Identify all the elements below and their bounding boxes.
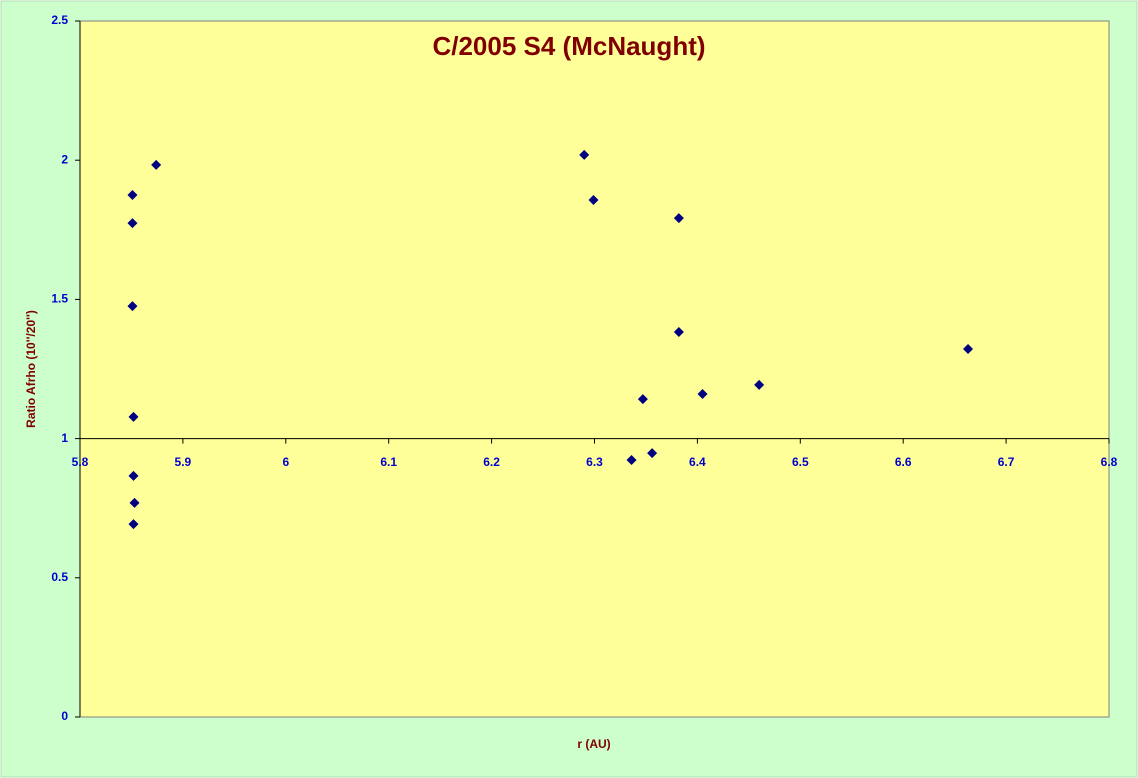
point [963,343,974,354]
x-tick-label: 5.9 [175,455,192,469]
y-tick-label: 2.5 [51,13,68,27]
x-tick-label: 5.8 [72,455,89,469]
point [754,379,765,390]
point [128,519,139,530]
point [626,455,637,466]
x-tick-label: 6 [282,455,289,469]
point [673,326,684,337]
point [579,149,590,160]
y-tick-label: 2 [61,152,68,166]
x-tick-label: 6.5 [792,455,809,469]
point [127,301,138,312]
point [647,448,658,459]
point [127,218,138,229]
y-tick-label: 1.5 [51,292,68,306]
point [151,159,162,170]
x-axis-title: r (AU) [577,737,610,751]
x-tick-label: 6.7 [998,455,1015,469]
plot-area [79,20,1110,718]
point [128,411,139,422]
x-tick-label: 6.8 [1101,455,1118,469]
chart-title: C/2005 S4 (McNaught) [432,31,705,61]
x-tick-label: 6.1 [380,455,397,469]
point [128,470,139,481]
point [697,389,708,400]
point [673,213,684,224]
y-tick-label: 1 [61,431,68,445]
point [127,190,138,200]
x-tick-label: 6.2 [483,455,500,469]
point [588,195,599,206]
y-axis-title: Ratio Afrho (10''/20'') [24,310,38,428]
point [129,497,140,508]
y-tick-label: 0.5 [51,570,68,584]
x-tick-label: 6.3 [586,455,603,469]
point [637,394,648,405]
x-tick-label: 6.6 [895,455,912,469]
x-tick-label: 6.4 [689,455,706,469]
y-tick-label: 0 [61,709,68,723]
